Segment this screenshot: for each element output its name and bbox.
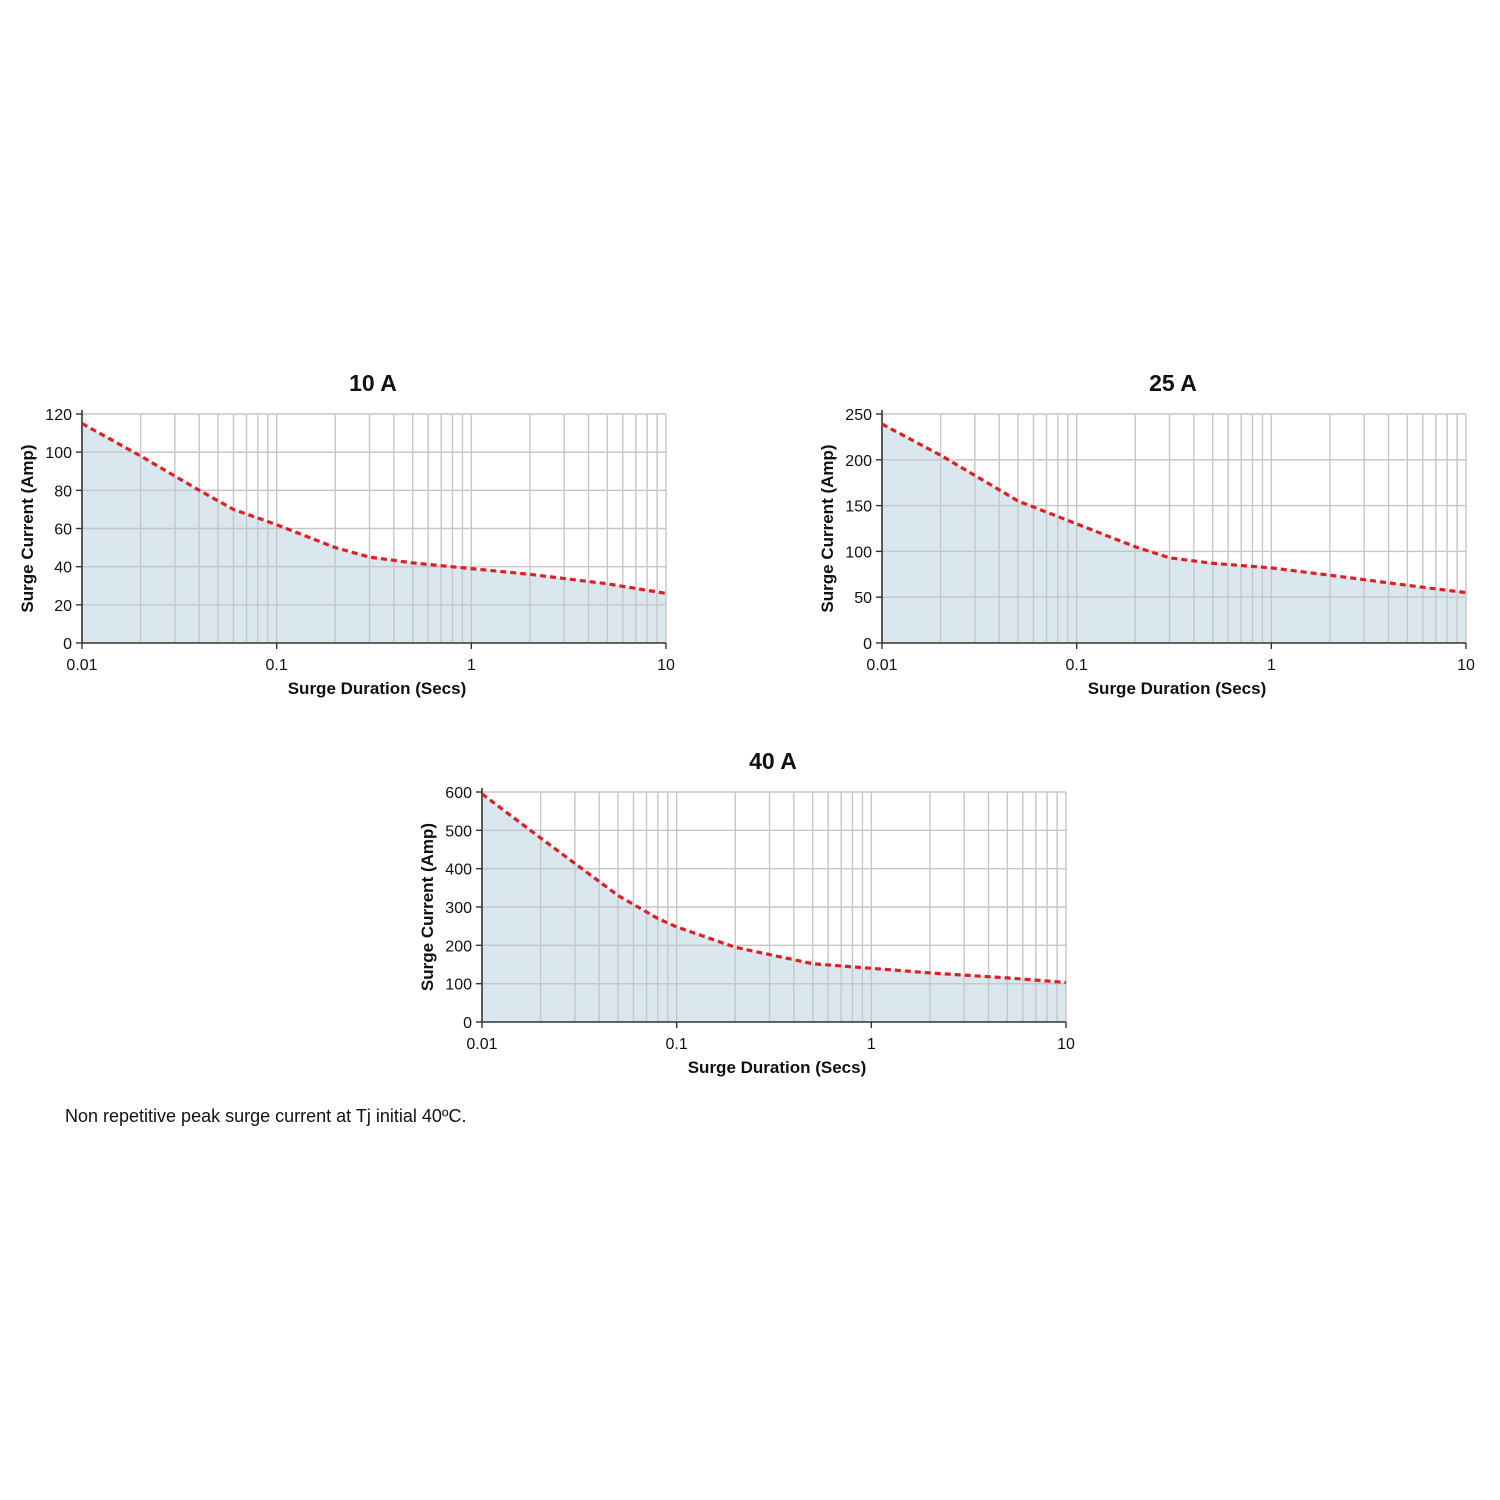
chart-3-y-tick-label: 200 [445, 938, 472, 955]
chart-1-y-tick-label: 80 [54, 483, 72, 500]
chart-3-area-fill [482, 793, 1066, 1022]
chart-3-y-axis-label: Surge Current (Amp) [418, 823, 437, 991]
chart-3-x-axis-label: Surge Duration (Secs) [688, 1058, 867, 1077]
chart-2-series-line [881, 422, 1467, 595]
chart-2-y-tick-label: 150 [845, 499, 872, 516]
chart-2-y-tick-label: 200 [845, 453, 872, 470]
chart-2: 0 50 100 150 200 250 0.01 0.1 1 10 25 A Surge Durat… [818, 370, 1475, 698]
chart-2-x-tick-label: 10 [1457, 657, 1475, 674]
chart-3-x-tick-label: 0.01 [466, 1036, 497, 1053]
chart-2-area-fill [882, 424, 1466, 643]
chart-3-y-tick-label: 600 [445, 785, 472, 802]
chart-3-y-tick-label: 400 [445, 862, 472, 879]
chart-1-y-tick-label: 20 [54, 598, 72, 615]
chart-3-y-tick-label: 0 [463, 1015, 472, 1032]
chart-1-y-tick-label: 40 [54, 560, 72, 577]
chart-3: 0 100 200 300 400 500 600 0.01 0.1 1 10 40 A Surge D… [418, 748, 1075, 1077]
chart-1-x-tick-label: 0.1 [266, 657, 288, 674]
chart-3-x-tick-label: 0.1 [666, 1036, 688, 1053]
chart-3-title: 40 A [749, 748, 797, 774]
chart-1-y-tick-label: 120 [45, 407, 72, 424]
chart-3-y-tick-label: 100 [445, 977, 472, 994]
chart-3-y-tick-label: 300 [445, 900, 472, 917]
chart-2-y-tick-label: 100 [845, 544, 872, 561]
chart-1-area-fill [82, 423, 666, 643]
chart-2-x-tick-label: 0.1 [1066, 657, 1088, 674]
chart-3-x-tick-label: 10 [1057, 1036, 1075, 1053]
chart-2-y-tick-label: 0 [863, 636, 872, 653]
chart-1-x-tick-label: 0.01 [66, 657, 97, 674]
footnote: Non repetitive peak surge current at Tj … [65, 1106, 467, 1126]
chart-1-title: 10 A [349, 370, 397, 396]
chart-3-x-tick-label: 1 [867, 1036, 876, 1053]
chart-1-y-tick-label: 0 [63, 636, 72, 653]
chart-1-x-axis-label: Surge Duration (Secs) [288, 679, 467, 698]
chart-3-y-tick-label: 500 [445, 823, 472, 840]
chart-2-x-tick-label: 0.01 [866, 657, 897, 674]
chart-1: 0 20 40 60 80 100 120 0.01 0.1 1 10 10 A Surge Durat… [18, 370, 675, 698]
chart-1-y-tick-label: 100 [45, 445, 72, 462]
chart-2-x-axis-label: Surge Duration (Secs) [1088, 679, 1267, 698]
chart-1-x-tick-label: 10 [657, 657, 675, 674]
chart-3-series-line [481, 792, 1067, 985]
chart-1-x-tick-label: 1 [467, 657, 476, 674]
chart-2-y-axis-label: Surge Current (Amp) [818, 444, 837, 612]
chart-2-y-tick-label: 50 [854, 590, 872, 607]
chart-1-series-line [81, 422, 667, 595]
chart-1-y-tick-label: 60 [54, 522, 72, 539]
chart-2-x-tick-label: 1 [1267, 657, 1276, 674]
chart-1-y-axis-label: Surge Current (Amp) [18, 444, 37, 612]
chart-2-y-tick-label: 250 [845, 407, 872, 424]
chart-2-title: 25 A [1149, 370, 1197, 396]
